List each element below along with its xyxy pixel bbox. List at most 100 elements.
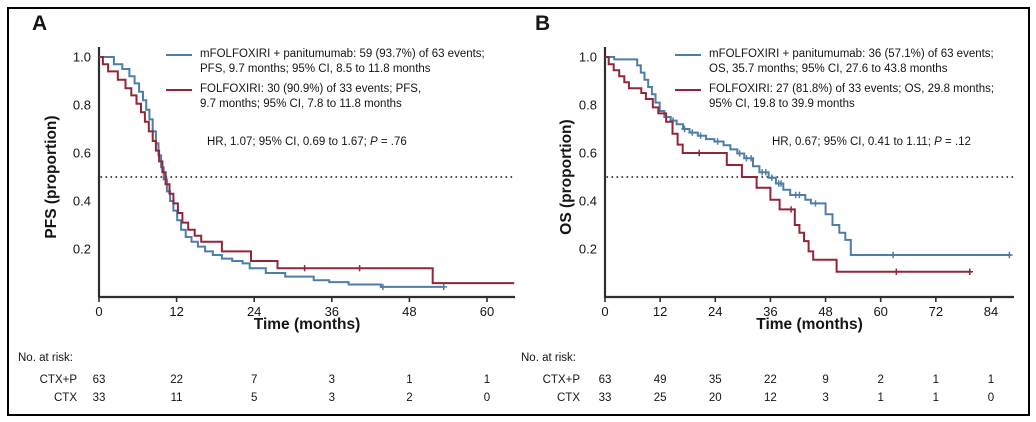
- censor-mark: [697, 132, 704, 139]
- censor-mark: [681, 125, 688, 133]
- panel-B: B 0 12 24 36 48 60 72 84 1.0 0.8 0.6 0.4 0.2 OS (pro…: [518, 0, 1036, 422]
- hr-text: HR, 0.67; 95% CI, 0.41 to 1.11;: [772, 136, 935, 148]
- legend-entry-mfolfoxiri-panitumumab: mFOLFOXIRI + panitumumab: 36 (57.1%) of …: [675, 47, 994, 77]
- at-risk-count: 5: [250, 392, 258, 404]
- x-axis-tick-label: 60: [480, 304, 494, 319]
- legend-line-swatch-red: [675, 89, 701, 91]
- at-risk-count: 3: [328, 392, 335, 404]
- at-risk-count: 1: [932, 374, 940, 386]
- legend-text-line: mFOLFOXIRI + panitumumab: 36 (57.1%) of …: [709, 48, 994, 60]
- at-risk-values-row-ctxp: 63 22 7 3 1 1: [0, 374, 518, 388]
- at-risk-row-label-ctx: CTX: [557, 392, 580, 404]
- at-risk-count: 0: [483, 392, 491, 404]
- at-risk-count: 1: [987, 374, 995, 386]
- hr-p-italic: P: [370, 136, 378, 148]
- legend-line-swatch-red: [166, 89, 192, 91]
- at-risk-count: 3: [328, 374, 335, 386]
- x-axis-tick-label: 12: [653, 304, 667, 319]
- x-axis-tick-label: 72: [929, 304, 943, 319]
- at-risk-count: 63: [598, 374, 612, 386]
- legend-text-line: mFOLFOXIRI + panitumumab: 59 (93.7%) of …: [200, 48, 485, 60]
- at-risk-values-row-ctx: 33 25 20 12 3 1 1 0: [518, 392, 1036, 406]
- hr-annotation: HR, 0.67; 95% CI, 0.41 to 1.11; P = .12: [772, 136, 971, 148]
- at-risk-row-label-ctxp: CTX+P: [39, 374, 77, 386]
- x-axis-tick-label: 24: [247, 304, 261, 319]
- censor-mark: [889, 251, 897, 259]
- y-axis-tick-label: 1.0: [579, 50, 597, 65]
- km-curve-folfoxiri: [99, 56, 515, 285]
- hr-p-italic: P: [934, 136, 942, 148]
- censor-mark: [768, 174, 775, 181]
- censor-mark: [440, 283, 447, 291]
- y-axis-tick-label: 0.4: [579, 194, 597, 209]
- at-risk-count: 1: [932, 392, 940, 404]
- at-risk-count: 1: [877, 392, 884, 404]
- at-risk-count: 11: [170, 392, 183, 404]
- x-axis-title: Time (months): [253, 316, 361, 333]
- at-risk-title: No. at risk:: [521, 352, 576, 364]
- legend-text-line: 9.7 months; 95% CI, 7.8 to 11.8 months: [200, 98, 402, 110]
- at-risk-count: 35: [708, 374, 722, 386]
- km-curve-mfolfoxiri-panitumumab: [605, 56, 1011, 256]
- at-risk-count: 0: [987, 392, 995, 404]
- censor-mark: [747, 155, 755, 162]
- y-axis-tick-label: 0.8: [73, 98, 91, 113]
- censor-mark: [966, 268, 973, 275]
- km-curve-folfoxiri: [605, 56, 971, 273]
- censor-mark: [696, 149, 703, 157]
- hr-annotation: HR, 1.07; 95% CI, 0.69 to 1.67; P = .76: [207, 136, 407, 148]
- censor-mark: [356, 265, 363, 272]
- censor-mark: [736, 150, 743, 157]
- at-risk-row-label-ctx: CTX: [54, 392, 77, 404]
- at-risk-count: 7: [250, 374, 258, 386]
- at-risk-row-label-ctxp: CTX+P: [542, 374, 580, 386]
- legend-text-line: FOLFOXIRI: 30 (90.9%) of 33 events; PFS,: [200, 83, 422, 95]
- censor-mark: [787, 206, 795, 213]
- legend-entry-mfolfoxiri-panitumumab: mFOLFOXIRI + panitumumab: 59 (93.7%) of …: [166, 47, 485, 77]
- x-axis-tick-label: 12: [169, 304, 183, 319]
- x-axis-tick-label: 0: [95, 304, 102, 319]
- legend-text-line: 95% CI, 19.8 to 39.9 months: [709, 98, 855, 110]
- y-axis-tick-label: 0.6: [579, 146, 597, 161]
- legend-entry-folfoxiri: FOLFOXIRI: 27 (81.8%) of 33 events; OS, …: [675, 82, 994, 112]
- km-plot-os: 0 12 24 36 48 60 72 84 1.0 0.8 0.6 0.4 0.2: [579, 47, 1014, 319]
- km-plot-pfs: 0 12 24 36 48 60 1.0 0.8 0.6 0.4 0.2: [73, 47, 515, 319]
- at-risk-count: 22: [170, 374, 183, 386]
- at-risk-count: 49: [653, 374, 667, 386]
- x-axis-title: Time (months): [756, 316, 863, 333]
- at-risk-count: 33: [92, 392, 106, 404]
- at-risk-values-row-ctx: 33 11 5 3 2 0: [0, 392, 518, 406]
- censor-mark: [689, 129, 696, 136]
- censor-mark: [762, 169, 769, 176]
- at-risk-count: 1: [483, 374, 491, 386]
- y-axis-title-os: OS (proportion): [558, 119, 575, 235]
- x-axis-tick-label: 36: [763, 304, 777, 319]
- at-risk-title: No. at risk:: [18, 352, 73, 364]
- legend-line-swatch-blue: [675, 54, 701, 56]
- censor-mark: [1006, 251, 1013, 259]
- hr-text: HR, 1.07; 95% CI, 0.69 to 1.67;: [207, 136, 371, 148]
- at-risk-count: 9: [822, 374, 829, 386]
- censor-mark: [379, 283, 387, 291]
- y-axis-tick-label: 0.6: [73, 146, 91, 161]
- at-risk-count: 22: [764, 374, 777, 386]
- y-axis-title-pfs: PFS (proportion): [43, 115, 60, 239]
- x-axis-tick-label: 48: [402, 304, 416, 319]
- y-axis-tick-label: 0.2: [73, 242, 91, 257]
- y-axis-tick-label: 0.2: [579, 242, 597, 257]
- at-risk-count: 20: [708, 392, 722, 404]
- x-axis-tick-label: 48: [818, 304, 832, 319]
- panel-A: A 0 12 24 36 48 60 1.0 0.8 0.6 0.4 0.2 PFS (propor…: [0, 12, 518, 406]
- panel-label-B: B: [535, 12, 551, 35]
- at-risk-count: 1: [406, 374, 413, 386]
- censor-mark: [301, 265, 308, 272]
- hr-p-value: = .12: [941, 136, 971, 148]
- legend-entry-folfoxiri: FOLFOXIRI: 30 (90.9%) of 33 events; PFS,…: [166, 82, 485, 112]
- y-axis-tick-label: 0.8: [579, 98, 597, 113]
- legend-line-swatch-blue: [166, 54, 192, 56]
- censor-mark: [796, 191, 803, 199]
- hr-p-value: = .76: [377, 136, 407, 148]
- censor-mark: [714, 138, 721, 145]
- y-axis-tick-label: 1.0: [73, 50, 91, 65]
- panel-label-A: A: [32, 12, 48, 35]
